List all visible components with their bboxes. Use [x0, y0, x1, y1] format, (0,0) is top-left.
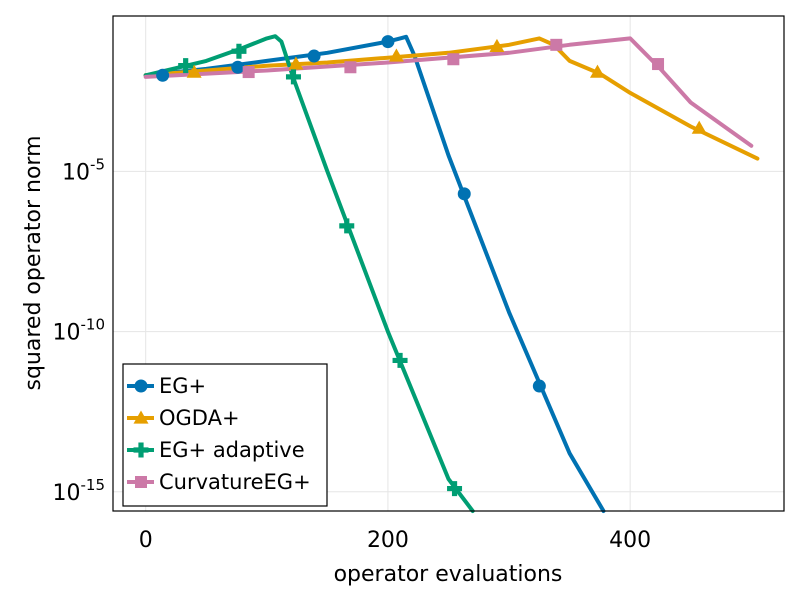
data-point-ogda: [489, 38, 505, 53]
grid: [113, 16, 784, 511]
legend-marker-eg-adaptive: [133, 442, 149, 458]
plot-frame: [112, 15, 785, 512]
series-markers: [156, 35, 707, 497]
legend-box: [122, 363, 328, 507]
series-lines: [143, 34, 760, 513]
legend-marker-eg: [134, 379, 148, 393]
x-tick-label: 0: [139, 528, 153, 553]
legend-marker-curvatureeg: [135, 476, 147, 488]
data-point-eg: [381, 35, 395, 49]
data-point-ogda: [388, 48, 404, 62]
y-axis-title: squared operator norm: [21, 135, 46, 390]
data-point-ogda: [691, 120, 707, 134]
series-line-eg-adaptive: [143, 34, 475, 513]
y-tick-label: 10-15: [53, 476, 106, 506]
series-line-eg: [143, 34, 606, 513]
data-point-eg-adaptive: [178, 58, 194, 74]
legend-marker-ogda: [133, 410, 149, 424]
data-point-eg-adaptive: [447, 481, 463, 497]
x-tick-label: 200: [367, 528, 409, 553]
data-point-eg-adaptive: [392, 352, 408, 368]
x-axis-title: operator evaluations: [334, 562, 563, 587]
y-tick-label: 10-5: [62, 155, 105, 185]
data-point-eg-adaptive: [285, 69, 301, 85]
data-point-curvatureeg: [447, 53, 460, 66]
legend: EG+ OGDA+ EG+ adaptive CurvatureEG+: [122, 363, 328, 507]
data-point-curvatureeg: [652, 58, 665, 71]
data-point-curvatureeg: [550, 38, 563, 51]
data-point-ogda: [186, 64, 202, 78]
series-line-ogda: [143, 36, 760, 161]
data-point-eg: [231, 60, 245, 74]
axis-ticks: 0 200 400 10-5 10-10 10-15: [53, 155, 652, 553]
series-line-curvatureeg: [143, 36, 754, 148]
legend-label-eg-adaptive: EG+ adaptive: [159, 438, 305, 462]
y-tick-label: 10-10: [53, 316, 106, 346]
data-point-eg: [307, 49, 321, 63]
data-point-eg-adaptive: [231, 43, 247, 59]
x-tick-label: 400: [609, 528, 651, 553]
data-point-curvatureeg: [344, 61, 357, 74]
legend-label-curvatureeg: CurvatureEG+: [159, 470, 311, 494]
data-point-curvatureeg: [242, 66, 255, 79]
data-point-eg-adaptive: [339, 218, 355, 234]
data-point-eg: [532, 379, 546, 393]
data-point-eg: [156, 68, 170, 82]
data-point-eg: [457, 187, 471, 201]
legend-label-eg: EG+: [159, 374, 206, 398]
data-point-ogda: [589, 64, 605, 78]
legend-label-ogda: OGDA+: [159, 406, 240, 430]
data-point-ogda: [288, 56, 304, 70]
